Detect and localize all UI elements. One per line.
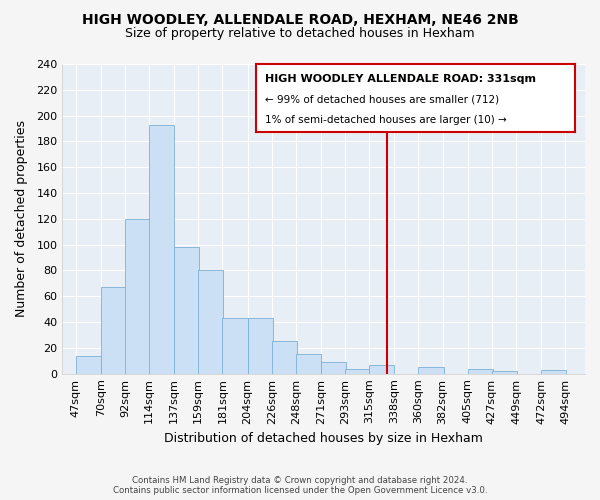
Bar: [272, 342, 297, 374]
Bar: [198, 270, 223, 374]
Bar: [321, 362, 346, 374]
Bar: [149, 124, 174, 374]
Bar: [492, 371, 517, 374]
Text: Contains HM Land Registry data © Crown copyright and database right 2024.
Contai: Contains HM Land Registry data © Crown c…: [113, 476, 487, 495]
Bar: [125, 219, 150, 374]
Bar: [418, 367, 443, 374]
Bar: [76, 356, 101, 374]
Text: HIGH WOODLEY, ALLENDALE ROAD, HEXHAM, NE46 2NB: HIGH WOODLEY, ALLENDALE ROAD, HEXHAM, NE…: [82, 12, 518, 26]
Bar: [174, 247, 199, 374]
Bar: [541, 370, 566, 374]
Bar: [369, 364, 394, 374]
Text: Size of property relative to detached houses in Hexham: Size of property relative to detached ho…: [125, 28, 475, 40]
Bar: [345, 368, 370, 374]
Y-axis label: Number of detached properties: Number of detached properties: [15, 120, 28, 318]
Bar: [248, 318, 273, 374]
Bar: [468, 368, 493, 374]
Bar: [101, 287, 126, 374]
Bar: [296, 354, 321, 374]
X-axis label: Distribution of detached houses by size in Hexham: Distribution of detached houses by size …: [164, 432, 483, 445]
Bar: [223, 318, 248, 374]
